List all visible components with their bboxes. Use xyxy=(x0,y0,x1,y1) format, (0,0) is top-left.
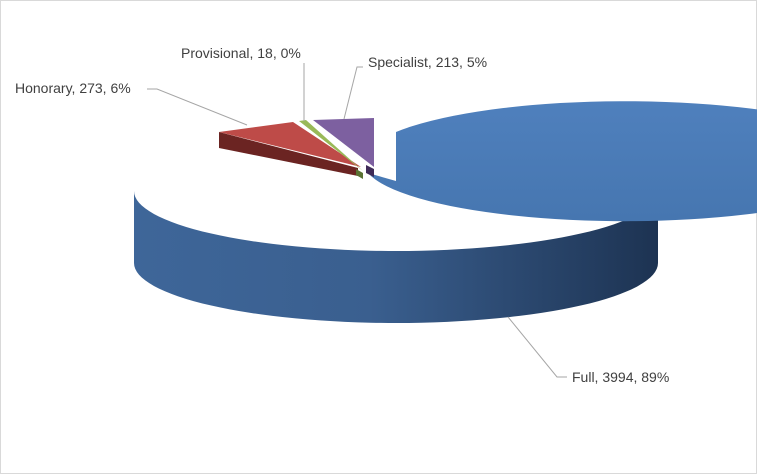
data-label-full: Full, 3994, 89% xyxy=(572,369,669,385)
leader-honorary xyxy=(147,88,248,126)
leader-full xyxy=(507,316,567,378)
data-label-honorary: Honorary, 273, 6% xyxy=(15,80,131,96)
slice-specialist-top xyxy=(313,118,374,167)
slice-full-side xyxy=(134,191,658,323)
slice-provisional-top xyxy=(299,120,363,171)
slice-honorary-side xyxy=(219,132,358,176)
slice-provisional-side xyxy=(356,169,363,179)
data-label-specialist: Specialist, 213, 5% xyxy=(368,54,487,70)
slice-specialist-side xyxy=(366,165,374,177)
leader-specialist xyxy=(343,66,363,120)
slice-full-top xyxy=(368,101,757,222)
slice-honorary-top xyxy=(219,122,361,167)
data-label-provisional: Provisional, 18, 0% xyxy=(181,45,301,61)
